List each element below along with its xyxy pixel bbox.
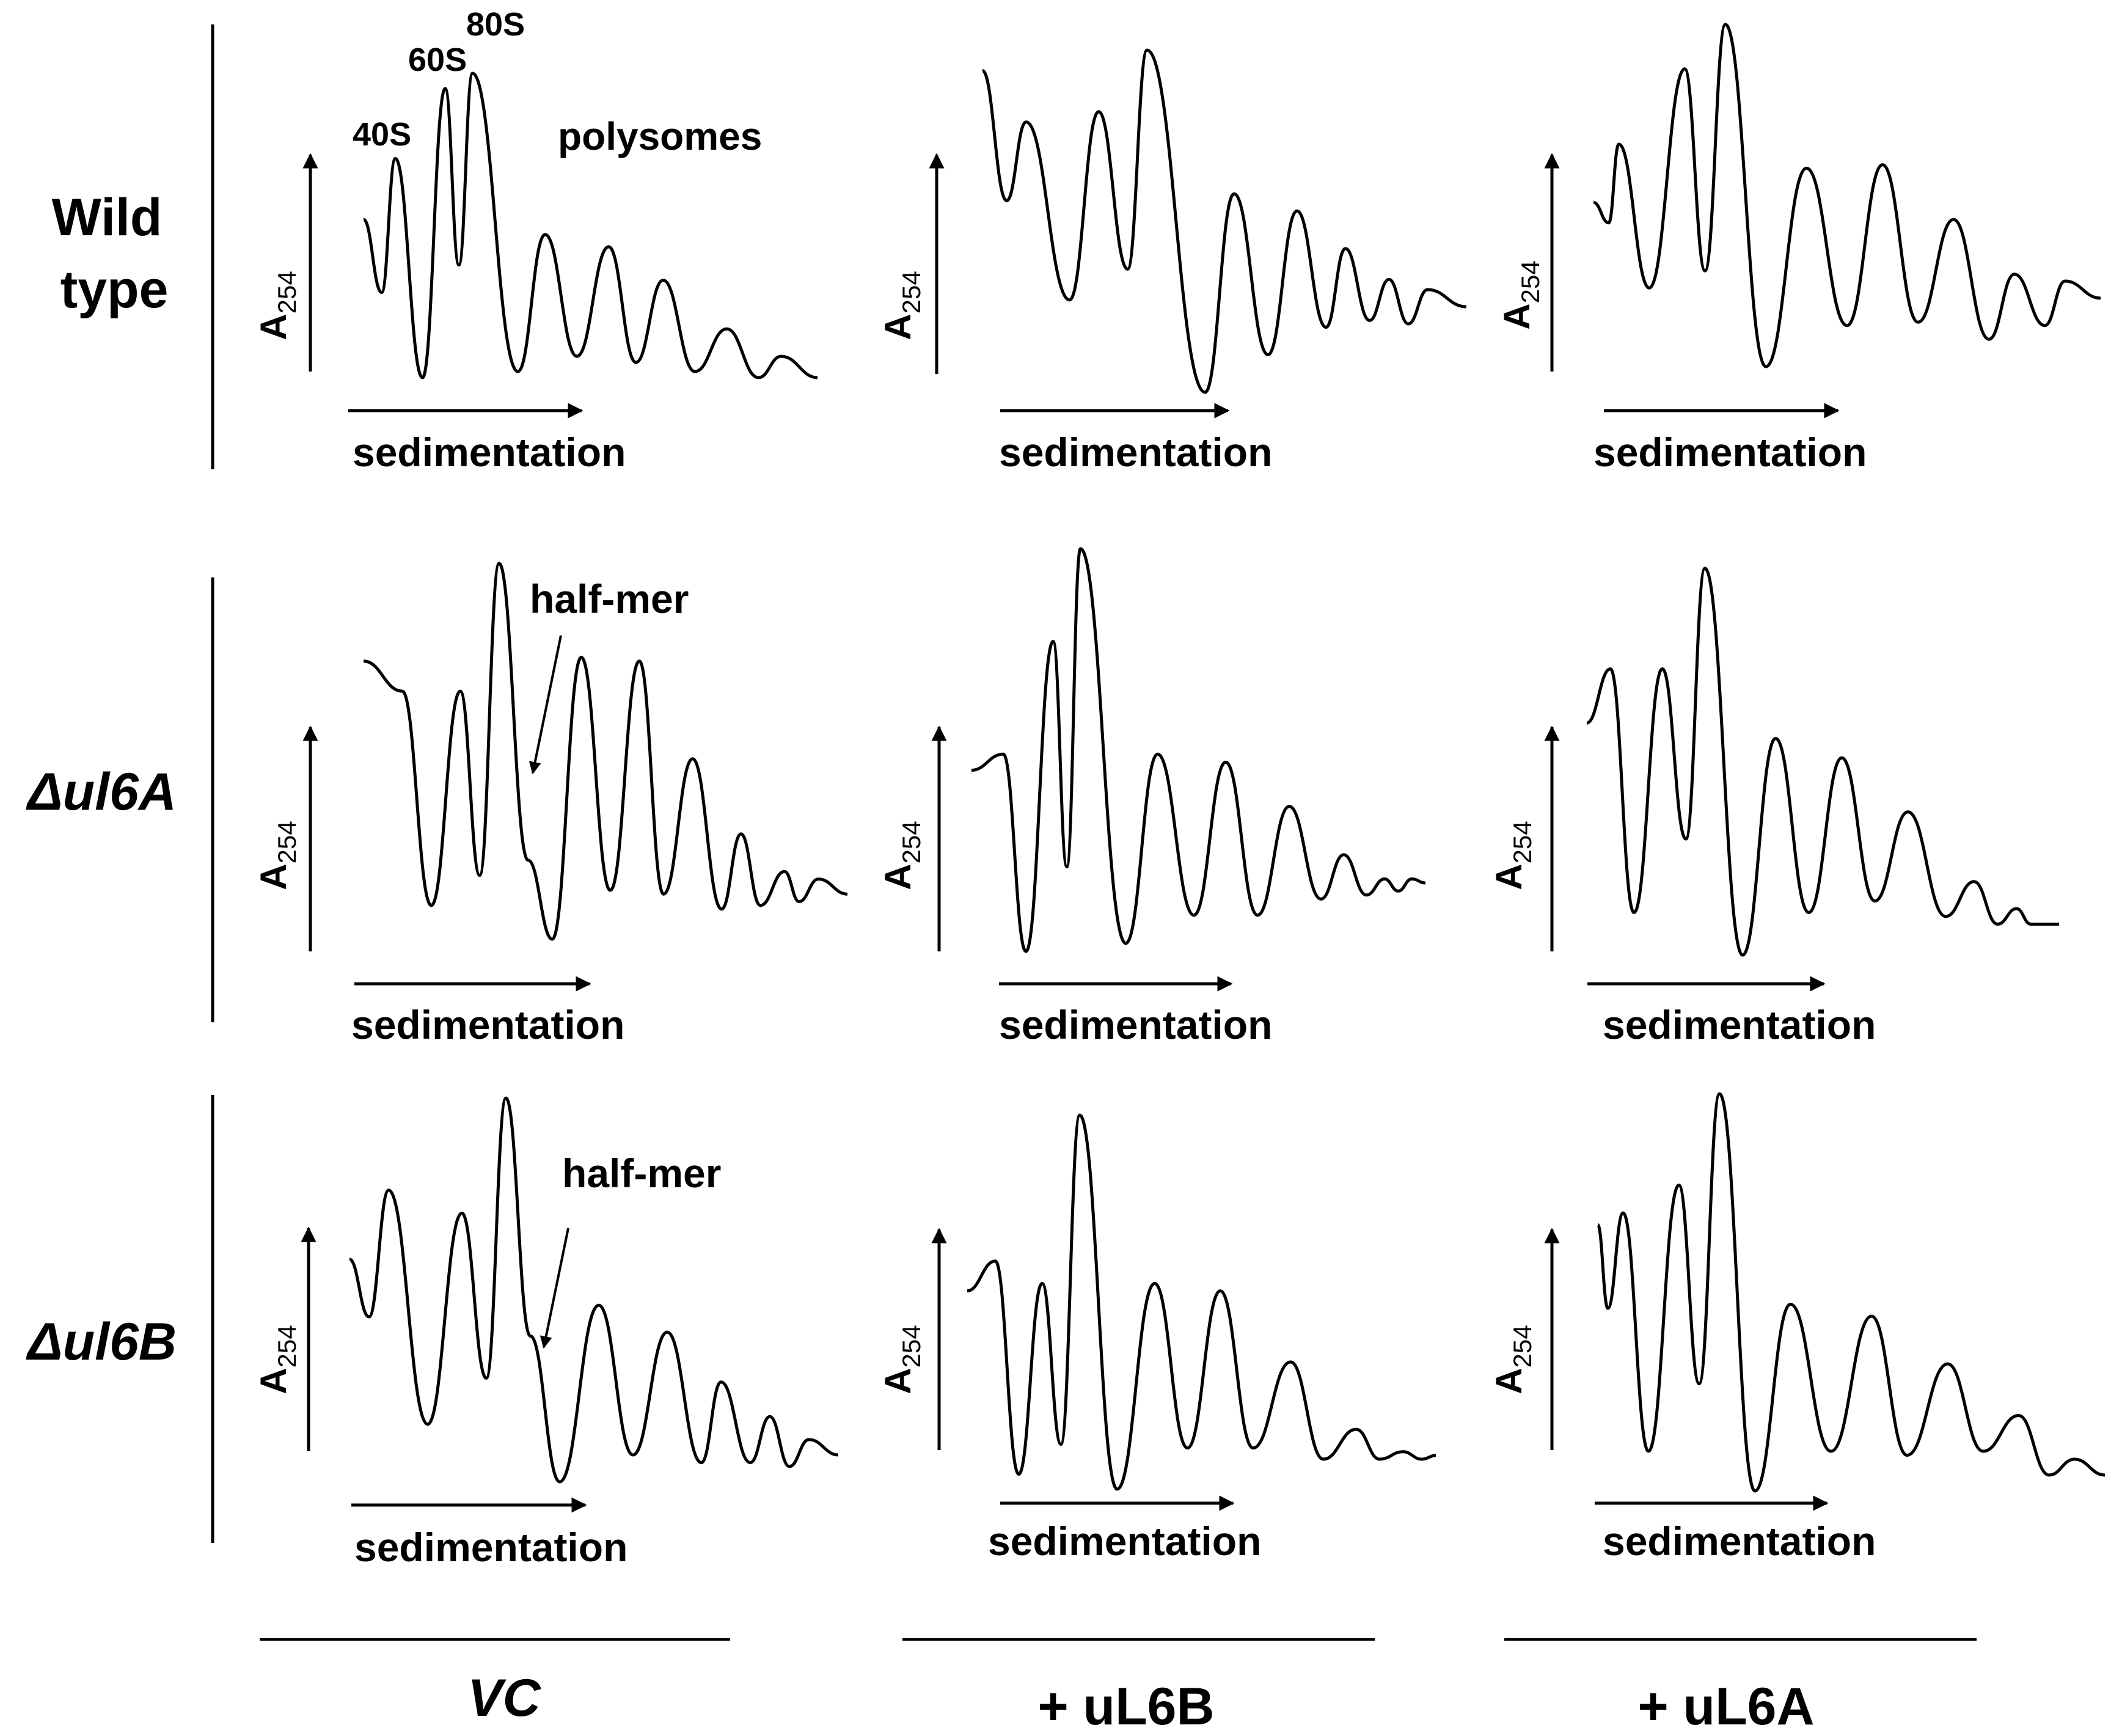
y-axis-label: A254: [1488, 821, 1537, 890]
y-axis-label-main: A: [877, 1368, 918, 1394]
panel-dul6a-vc: A254 sedimentation half-mer: [253, 562, 848, 1047]
x-axis-label: sedimentation: [1603, 1002, 1876, 1047]
y-axis-label-subscript: 254: [273, 1325, 301, 1368]
panel-dul6a-ul6b: A254 sedimentation: [877, 547, 1426, 1047]
panel-dul6b-ul6a: A254 sedimentation: [1488, 1092, 2106, 1564]
y-axis-label-main: A: [253, 313, 294, 340]
panel-dul6a-ul6a: A254 sedimentation: [1488, 566, 2059, 1047]
x-axis-label: sedimentation: [1603, 1518, 1876, 1564]
panel-wt-vc: A254 sedimentation 40S 60S 80S polysomes: [253, 6, 818, 475]
row-label-dul6a: Δul6A: [26, 763, 177, 821]
profile-trace: [1596, 1092, 2106, 1493]
x-axis-label: sedimentation: [354, 1525, 627, 1570]
y-axis-label-subscript: 254: [897, 271, 926, 313]
y-axis-label-main: A: [1496, 303, 1537, 329]
profile-trace: [967, 1113, 1436, 1491]
y-axis-label: A254: [877, 1325, 926, 1394]
column-label-ul6a: + uL6A: [1637, 1677, 1814, 1736]
column-label-vc: VC: [467, 1669, 541, 1727]
y-axis-label: A254: [1496, 260, 1545, 329]
y-axis-label: A254: [253, 271, 301, 340]
profile-trace: [348, 1096, 839, 1484]
y-axis-label-subscript: 254: [1508, 821, 1537, 863]
polysomes-label: polysomes: [558, 114, 762, 158]
x-axis-label: sedimentation: [353, 430, 626, 475]
panel-wt-ul6b: A254 sedimentation: [877, 48, 1467, 475]
profile-trace: [362, 71, 818, 379]
profile-trace: [1586, 566, 2059, 957]
peak-label-80s: 80S: [466, 6, 525, 43]
y-axis-label: A254: [1488, 1325, 1537, 1394]
y-axis-label-subscript: 254: [273, 271, 301, 313]
y-axis-label: A254: [877, 821, 926, 890]
y-axis-label: A254: [253, 821, 301, 890]
y-axis-label-main: A: [253, 863, 294, 890]
y-axis-label-subscript: 254: [1508, 1325, 1537, 1368]
profile-trace: [971, 547, 1426, 953]
column-label-ul6b: + uL6B: [1037, 1677, 1214, 1736]
y-axis-label-subscript: 254: [1516, 260, 1545, 303]
y-axis-label-subscript: 254: [897, 1325, 926, 1368]
y-axis-label-main: A: [877, 863, 918, 890]
x-axis-label: sedimentation: [999, 430, 1272, 475]
profile-trace: [1593, 23, 2101, 368]
row-label-wild-type-line2: type: [60, 260, 169, 319]
y-axis-label-main: A: [1488, 1368, 1529, 1394]
row-label-dul6b: Δul6B: [26, 1313, 177, 1371]
y-axis-label-main: A: [877, 313, 918, 340]
y-axis-label-main: A: [1488, 863, 1529, 890]
y-axis-label-main: A: [253, 1368, 294, 1394]
profile-trace: [363, 562, 848, 941]
panel-dul6b-vc: A254 sedimentation half-mer: [253, 1096, 839, 1570]
half-mer-arrow: [529, 635, 562, 774]
half-mer-arrow: [540, 1228, 569, 1349]
peak-label-40s: 40S: [353, 116, 411, 153]
profile-trace: [981, 48, 1467, 394]
peak-label-60s: 60S: [408, 42, 467, 78]
y-axis-label-subscript: 254: [273, 821, 301, 863]
x-axis-label: sedimentation: [351, 1002, 624, 1047]
panel-dul6b-ul6b: A254 sedimentation: [877, 1113, 1436, 1564]
x-axis-label: sedimentation: [988, 1518, 1261, 1564]
y-axis-label: A254: [877, 271, 926, 340]
x-axis-label: sedimentation: [999, 1002, 1272, 1047]
panel-wt-ul6a: A254 sedimentation: [1496, 23, 2101, 475]
row-label-wild-type: Wild type: [52, 188, 177, 319]
x-axis-label: sedimentation: [1593, 430, 1867, 475]
y-axis-label-subscript: 254: [897, 821, 926, 863]
row-label-wild-type-line1: Wild: [52, 188, 163, 247]
half-mer-label: half-mer: [562, 1151, 721, 1196]
y-axis-label: A254: [253, 1325, 301, 1394]
half-mer-label: half-mer: [530, 576, 689, 621]
